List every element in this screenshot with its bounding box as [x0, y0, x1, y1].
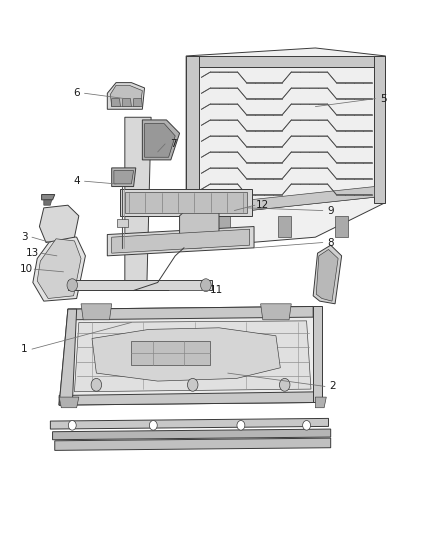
Polygon shape: [92, 328, 280, 381]
Polygon shape: [59, 397, 79, 408]
Polygon shape: [313, 245, 342, 304]
Polygon shape: [142, 120, 180, 160]
Text: 10: 10: [20, 264, 33, 274]
Polygon shape: [374, 56, 385, 203]
Polygon shape: [199, 67, 374, 216]
Polygon shape: [68, 306, 313, 320]
Polygon shape: [59, 309, 77, 405]
Polygon shape: [131, 341, 210, 365]
Circle shape: [187, 378, 198, 391]
Circle shape: [67, 279, 78, 292]
Circle shape: [201, 279, 211, 292]
Polygon shape: [112, 229, 250, 253]
Polygon shape: [123, 99, 131, 107]
Circle shape: [303, 421, 311, 430]
Circle shape: [68, 421, 76, 430]
Polygon shape: [112, 99, 120, 107]
Polygon shape: [278, 216, 291, 237]
Polygon shape: [316, 249, 338, 301]
Polygon shape: [55, 438, 331, 450]
Polygon shape: [59, 306, 322, 405]
Text: 13: 13: [26, 248, 39, 258]
Polygon shape: [199, 187, 374, 216]
Circle shape: [279, 378, 290, 391]
Circle shape: [91, 378, 102, 391]
Text: 1: 1: [21, 344, 28, 354]
Polygon shape: [180, 200, 219, 248]
Polygon shape: [59, 392, 322, 405]
Polygon shape: [37, 239, 81, 298]
Polygon shape: [186, 56, 199, 248]
Polygon shape: [33, 235, 85, 301]
Circle shape: [237, 421, 245, 430]
Polygon shape: [261, 304, 291, 320]
Text: 7: 7: [170, 139, 177, 149]
Polygon shape: [112, 168, 136, 187]
Polygon shape: [313, 306, 322, 402]
Polygon shape: [134, 99, 142, 107]
Polygon shape: [186, 48, 385, 248]
Text: 9: 9: [327, 206, 334, 215]
Text: 6: 6: [73, 88, 80, 98]
Polygon shape: [217, 216, 230, 237]
Polygon shape: [68, 280, 212, 290]
Text: 3: 3: [21, 232, 28, 242]
Polygon shape: [42, 195, 55, 200]
Polygon shape: [145, 124, 175, 157]
Text: 5: 5: [380, 94, 387, 103]
Text: 8: 8: [327, 238, 334, 247]
Polygon shape: [120, 189, 252, 216]
Polygon shape: [125, 192, 247, 213]
Polygon shape: [117, 219, 128, 227]
Text: 2: 2: [329, 382, 336, 391]
Polygon shape: [107, 83, 145, 109]
Polygon shape: [335, 216, 348, 237]
Polygon shape: [186, 56, 385, 67]
Polygon shape: [39, 205, 79, 243]
Polygon shape: [50, 418, 328, 429]
Polygon shape: [74, 321, 311, 392]
Polygon shape: [110, 85, 142, 107]
Circle shape: [149, 421, 157, 430]
Polygon shape: [114, 171, 134, 184]
Text: 11: 11: [210, 286, 223, 295]
Text: 4: 4: [73, 176, 80, 186]
Polygon shape: [53, 429, 331, 440]
Text: 12: 12: [256, 200, 269, 210]
Polygon shape: [315, 397, 326, 408]
Polygon shape: [107, 227, 254, 256]
Polygon shape: [81, 304, 112, 320]
Polygon shape: [44, 200, 52, 205]
Polygon shape: [125, 117, 151, 290]
